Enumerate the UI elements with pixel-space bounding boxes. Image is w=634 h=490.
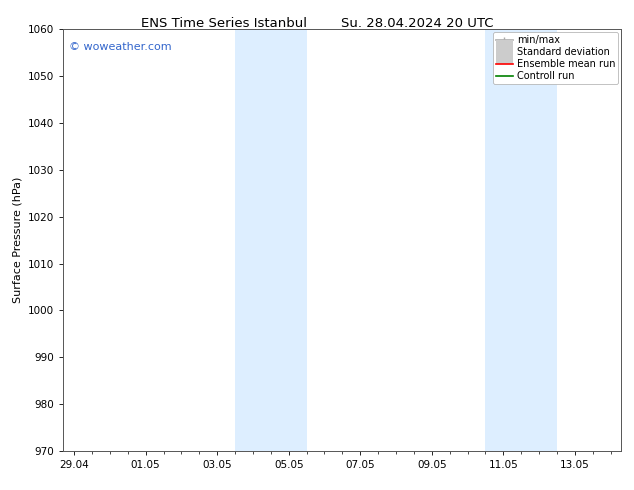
Bar <box>486 29 557 451</box>
Text: © woweather.com: © woweather.com <box>69 42 172 52</box>
Legend: min/max, Standard deviation, Ensemble mean run, Controll run: min/max, Standard deviation, Ensemble me… <box>493 32 618 84</box>
Bar <box>235 29 307 451</box>
Text: ENS Time Series Istanbul        Su. 28.04.2024 20 UTC: ENS Time Series Istanbul Su. 28.04.2024 … <box>141 17 493 30</box>
Y-axis label: Surface Pressure (hPa): Surface Pressure (hPa) <box>13 177 23 303</box>
